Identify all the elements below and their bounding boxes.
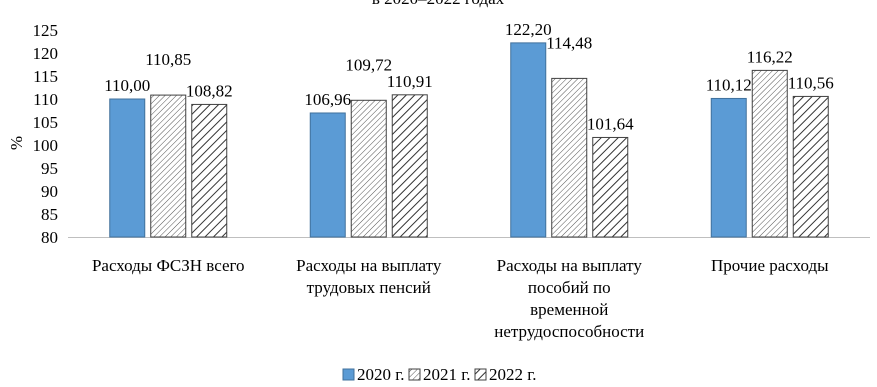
bar: [109, 98, 146, 238]
data-label: 101,64: [587, 114, 634, 133]
bar: [592, 136, 629, 238]
bar: [191, 103, 228, 238]
legend-swatch: [408, 368, 421, 381]
y-tick-label: 85: [41, 205, 58, 224]
y-tick-label: 125: [33, 21, 59, 40]
y-tick-label: 80: [41, 228, 58, 247]
bar: [309, 112, 346, 238]
data-label: 110,56: [788, 73, 834, 92]
legend-label: 2022 г.: [489, 365, 537, 384]
data-label: 116,22: [747, 47, 793, 66]
legend-swatch: [342, 368, 355, 381]
data-label: 109,72: [345, 55, 392, 74]
x-category-label: Расходы на выплату трудовых пенсий: [296, 256, 442, 297]
legend-label: 2020 г.: [357, 365, 405, 384]
x-category-label: Расходы на выплату пособий по временной нет…: [494, 256, 644, 341]
data-label: 114,48: [546, 33, 592, 52]
y-tick-label: 95: [41, 159, 58, 178]
bar: [350, 99, 387, 238]
y-tick-label: 90: [41, 182, 58, 201]
bar: [792, 95, 829, 238]
y-tick-label: 105: [33, 113, 59, 132]
bar: [150, 94, 187, 238]
y-axis-label: %: [7, 136, 26, 150]
bar: [751, 69, 788, 238]
data-label: 108,82: [186, 81, 233, 100]
bar: [710, 97, 747, 238]
x-category-label: Прочие расходы: [711, 256, 829, 275]
y-tick-label: 100: [33, 136, 59, 155]
bar: [551, 77, 588, 238]
y-tick-label: 120: [33, 44, 59, 63]
data-label: 110,85: [145, 50, 191, 69]
data-label: 110,12: [706, 75, 752, 94]
chart-title: в 2020–2022 годах: [372, 0, 505, 8]
data-label: 110,00: [104, 76, 150, 95]
data-label: 106,96: [304, 90, 351, 109]
y-tick-label: 115: [33, 67, 58, 86]
y-tick-label: 110: [33, 90, 58, 109]
legend-label: 2021 г.: [423, 365, 471, 384]
bar: [391, 94, 428, 238]
x-category-label: Расходы ФСЗН всего: [92, 256, 245, 275]
bar: [510, 42, 547, 238]
data-label: 110,91: [387, 72, 433, 91]
data-label: 122,20: [505, 20, 552, 39]
legend-swatch: [474, 368, 487, 381]
